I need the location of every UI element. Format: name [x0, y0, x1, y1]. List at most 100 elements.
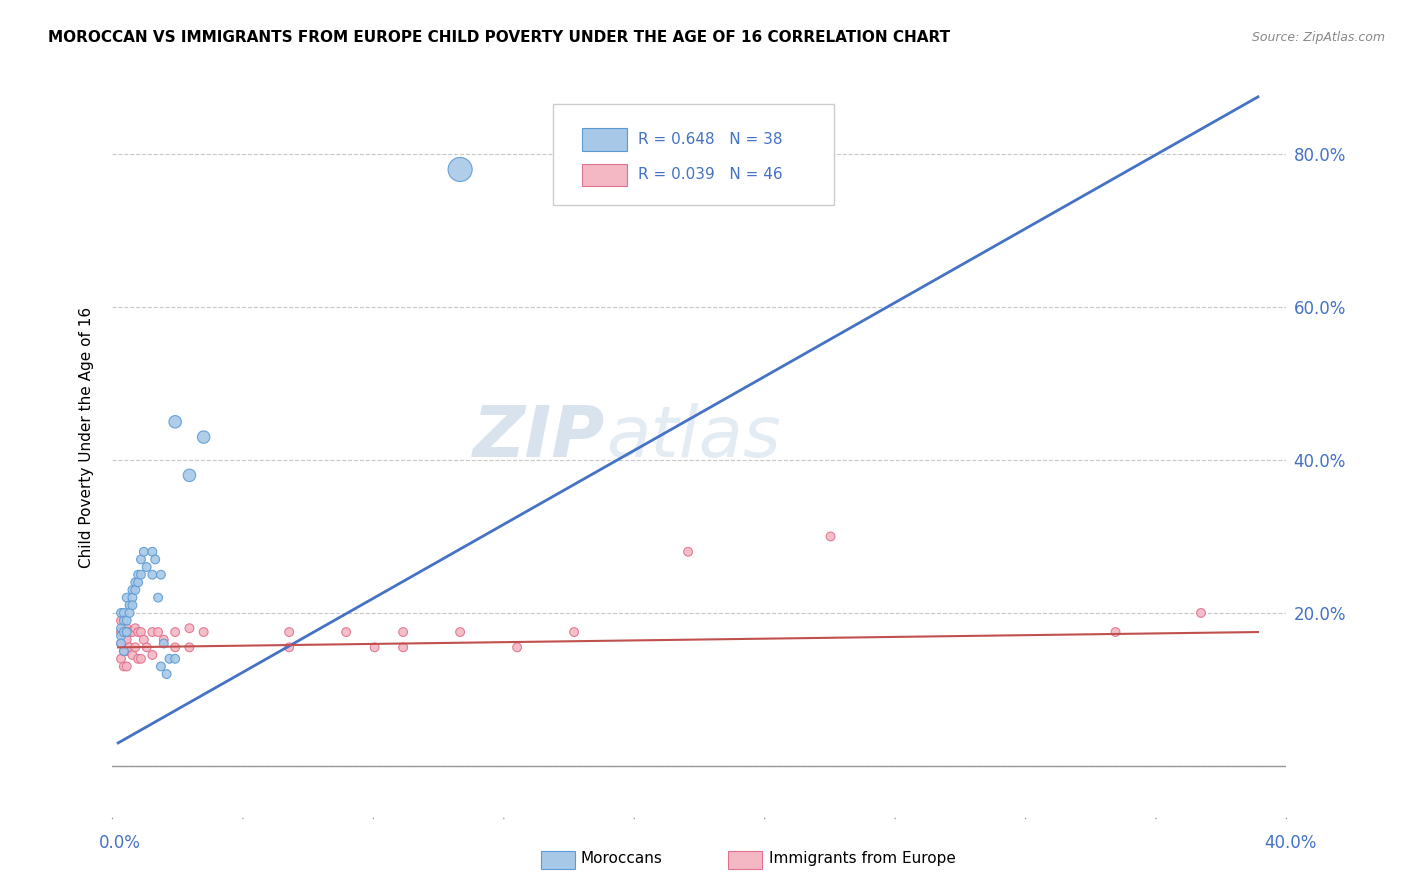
- Point: [676, 545, 699, 559]
- Point: [110, 606, 132, 620]
- Point: [179, 621, 201, 635]
- Point: [110, 614, 132, 628]
- Point: [121, 599, 143, 613]
- Point: [179, 640, 201, 655]
- Point: [278, 625, 301, 640]
- Point: [149, 567, 172, 582]
- Point: [112, 625, 135, 640]
- Point: [562, 625, 585, 640]
- Point: [179, 468, 201, 483]
- Point: [112, 614, 135, 628]
- Point: [165, 640, 187, 655]
- Point: [149, 659, 172, 673]
- Point: [129, 652, 152, 666]
- Point: [392, 640, 415, 655]
- Point: [121, 582, 143, 597]
- Point: [112, 621, 135, 635]
- FancyBboxPatch shape: [553, 103, 835, 205]
- Point: [121, 625, 143, 640]
- Text: 40.0%: 40.0%: [1264, 834, 1317, 852]
- Point: [112, 644, 135, 658]
- Point: [127, 575, 149, 590]
- Point: [115, 614, 138, 628]
- Point: [129, 567, 152, 582]
- Point: [115, 659, 138, 673]
- Point: [110, 652, 132, 666]
- Point: [110, 625, 132, 640]
- Point: [121, 591, 143, 605]
- Point: [193, 625, 215, 640]
- Point: [143, 552, 166, 566]
- Point: [115, 632, 138, 647]
- Point: [124, 640, 146, 655]
- Point: [363, 640, 385, 655]
- Text: Moroccans: Moroccans: [581, 852, 662, 866]
- Point: [141, 567, 163, 582]
- Point: [165, 652, 187, 666]
- Text: 0.0%: 0.0%: [98, 834, 141, 852]
- Point: [129, 552, 152, 566]
- Point: [141, 545, 163, 559]
- Point: [1189, 606, 1212, 620]
- Point: [135, 640, 157, 655]
- Point: [449, 625, 471, 640]
- Point: [115, 644, 138, 658]
- Point: [110, 636, 132, 650]
- Point: [165, 415, 187, 429]
- Point: [152, 632, 174, 647]
- Point: [124, 582, 146, 597]
- Point: [156, 667, 179, 681]
- Point: [112, 632, 135, 647]
- Point: [118, 625, 141, 640]
- Point: [121, 648, 143, 662]
- Point: [449, 162, 471, 177]
- Point: [127, 567, 149, 582]
- Point: [124, 575, 146, 590]
- Bar: [582, 128, 627, 151]
- Point: [392, 625, 415, 640]
- Text: ZIP: ZIP: [474, 402, 606, 472]
- Text: Immigrants from Europe: Immigrants from Europe: [769, 852, 956, 866]
- Point: [165, 625, 187, 640]
- Text: R = 0.648   N = 38: R = 0.648 N = 38: [638, 132, 783, 147]
- Point: [146, 625, 169, 640]
- Text: R = 0.039   N = 46: R = 0.039 N = 46: [638, 168, 783, 182]
- Point: [110, 636, 132, 650]
- Text: atlas: atlas: [606, 402, 780, 472]
- Point: [118, 606, 141, 620]
- Point: [112, 606, 135, 620]
- Point: [135, 560, 157, 574]
- Text: MOROCCAN VS IMMIGRANTS FROM EUROPE CHILD POVERTY UNDER THE AGE OF 16 CORRELATION: MOROCCAN VS IMMIGRANTS FROM EUROPE CHILD…: [48, 29, 950, 45]
- Y-axis label: Child Poverty Under the Age of 16: Child Poverty Under the Age of 16: [79, 307, 94, 567]
- Point: [110, 629, 132, 643]
- Bar: [728, 851, 762, 869]
- Point: [141, 648, 163, 662]
- Point: [1104, 625, 1126, 640]
- Bar: [541, 851, 575, 869]
- Text: Source: ZipAtlas.com: Source: ZipAtlas.com: [1251, 31, 1385, 45]
- Point: [115, 621, 138, 635]
- Point: [127, 625, 149, 640]
- Point: [146, 591, 169, 605]
- Point: [115, 625, 138, 640]
- Point: [124, 621, 146, 635]
- Point: [127, 652, 149, 666]
- Point: [141, 625, 163, 640]
- Point: [115, 591, 138, 605]
- Point: [132, 545, 155, 559]
- Point: [118, 640, 141, 655]
- Point: [335, 625, 357, 640]
- Point: [506, 640, 529, 655]
- Point: [112, 659, 135, 673]
- Point: [820, 529, 842, 543]
- Point: [129, 625, 152, 640]
- Point: [193, 430, 215, 444]
- Point: [159, 652, 181, 666]
- Point: [152, 636, 174, 650]
- Point: [118, 599, 141, 613]
- Point: [110, 621, 132, 635]
- Point: [132, 632, 155, 647]
- Point: [112, 644, 135, 658]
- Bar: [582, 163, 627, 186]
- Point: [278, 640, 301, 655]
